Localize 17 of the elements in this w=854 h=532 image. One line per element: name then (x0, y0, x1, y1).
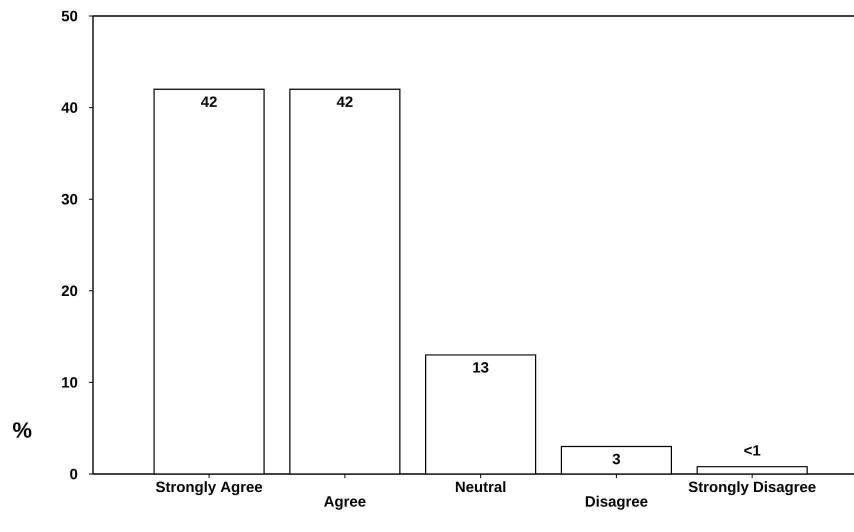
data-label: 42 (200, 96, 217, 107)
y-tick-label: 20 (62, 286, 78, 296)
y-tick-label: 50 (62, 10, 78, 22)
data-label: 13 (473, 362, 488, 373)
y-tick-label: 40 (61, 102, 78, 113)
y-tick-label: 10 (62, 377, 78, 388)
x-tick-label: Disagree (586, 496, 648, 510)
x-tick-label: Neutral (456, 481, 506, 492)
data-label: 3 (612, 454, 620, 464)
y-tick-label: 30 (62, 194, 78, 204)
data-label: <1 (744, 445, 760, 456)
x-tick-label: Agree (324, 496, 366, 510)
x-tick-label: Strongly Agree (156, 481, 262, 496)
y-axis-title: % (13, 422, 32, 438)
y-tick-label: 0 (70, 468, 78, 480)
data-label: 42 (336, 96, 353, 107)
x-tick-label: Strongly Disagree (688, 481, 816, 496)
